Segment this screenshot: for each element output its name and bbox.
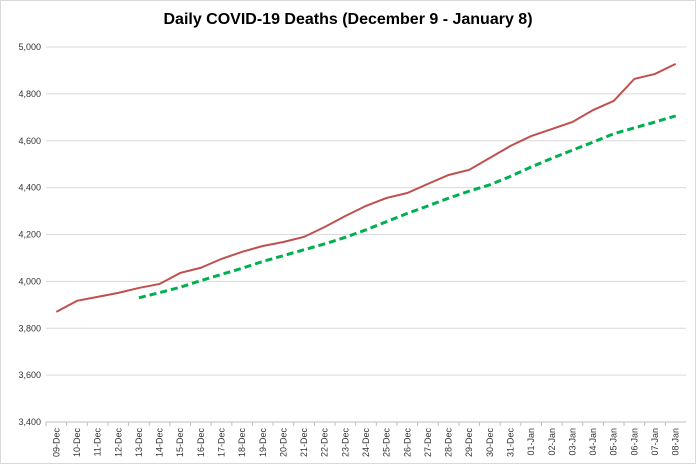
x-tick-label: 06-Jan <box>629 428 639 456</box>
x-tick-label: 13-Dec <box>134 428 144 458</box>
x-tick-label: 03-Jan <box>567 428 577 456</box>
y-tick-label: 3,600 <box>18 370 41 380</box>
x-tick-label: 09-Dec <box>51 428 61 458</box>
x-tick-label: 04-Jan <box>588 428 598 456</box>
y-tick-label: 5,000 <box>18 42 41 52</box>
x-tick-label: 29-Dec <box>464 428 474 458</box>
y-tick-label: 4,600 <box>18 136 41 146</box>
x-tick-label: 12-Dec <box>113 428 123 458</box>
x-tick-label: 23-Dec <box>340 428 350 458</box>
x-tick-label: 11-Dec <box>93 428 103 457</box>
x-tick-label: 26-Dec <box>402 428 412 458</box>
x-tick-label: 28-Dec <box>444 428 454 458</box>
y-tick-label: 3,800 <box>18 323 41 333</box>
chart-title: Daily COVID-19 Deaths (December 9 - Janu… <box>163 11 532 28</box>
y-tick-label: 3,400 <box>18 417 41 427</box>
x-tick-label: 19-Dec <box>258 428 268 458</box>
x-tick-label: 20-Dec <box>278 428 288 458</box>
x-tick-label: 10-Dec <box>72 428 82 458</box>
x-tick-label: 02-Jan <box>547 428 557 456</box>
x-tick-label: 07-Jan <box>650 428 660 456</box>
x-tick-label: 27-Dec <box>423 428 433 458</box>
x-tick-label: 08-Jan <box>671 428 681 456</box>
y-tick-label: 4,800 <box>18 89 41 99</box>
y-tick-label: 4,000 <box>18 276 41 286</box>
x-tick-label: 16-Dec <box>196 428 206 458</box>
x-tick-label: 30-Dec <box>485 428 495 458</box>
x-tick-label: 25-Dec <box>382 428 392 458</box>
x-tick-label: 15-Dec <box>175 428 185 458</box>
x-tick-label: 21-Dec <box>299 428 309 458</box>
x-tick-label: 05-Jan <box>609 428 619 456</box>
x-tick-label: 17-Dec <box>216 428 226 458</box>
series-line <box>55 62 677 313</box>
x-tick-label: 22-Dec <box>320 428 330 458</box>
x-tick-label: 18-Dec <box>237 428 247 458</box>
x-tick-label: 24-Dec <box>361 428 371 458</box>
series-line <box>138 114 677 300</box>
y-tick-label: 4,200 <box>18 230 41 240</box>
x-tick-label: 31-Dec <box>506 428 516 458</box>
x-tick-label: 01-Jan <box>526 428 536 456</box>
x-tick-label: 14-Dec <box>155 428 165 458</box>
y-tick-label: 4,400 <box>18 183 41 193</box>
